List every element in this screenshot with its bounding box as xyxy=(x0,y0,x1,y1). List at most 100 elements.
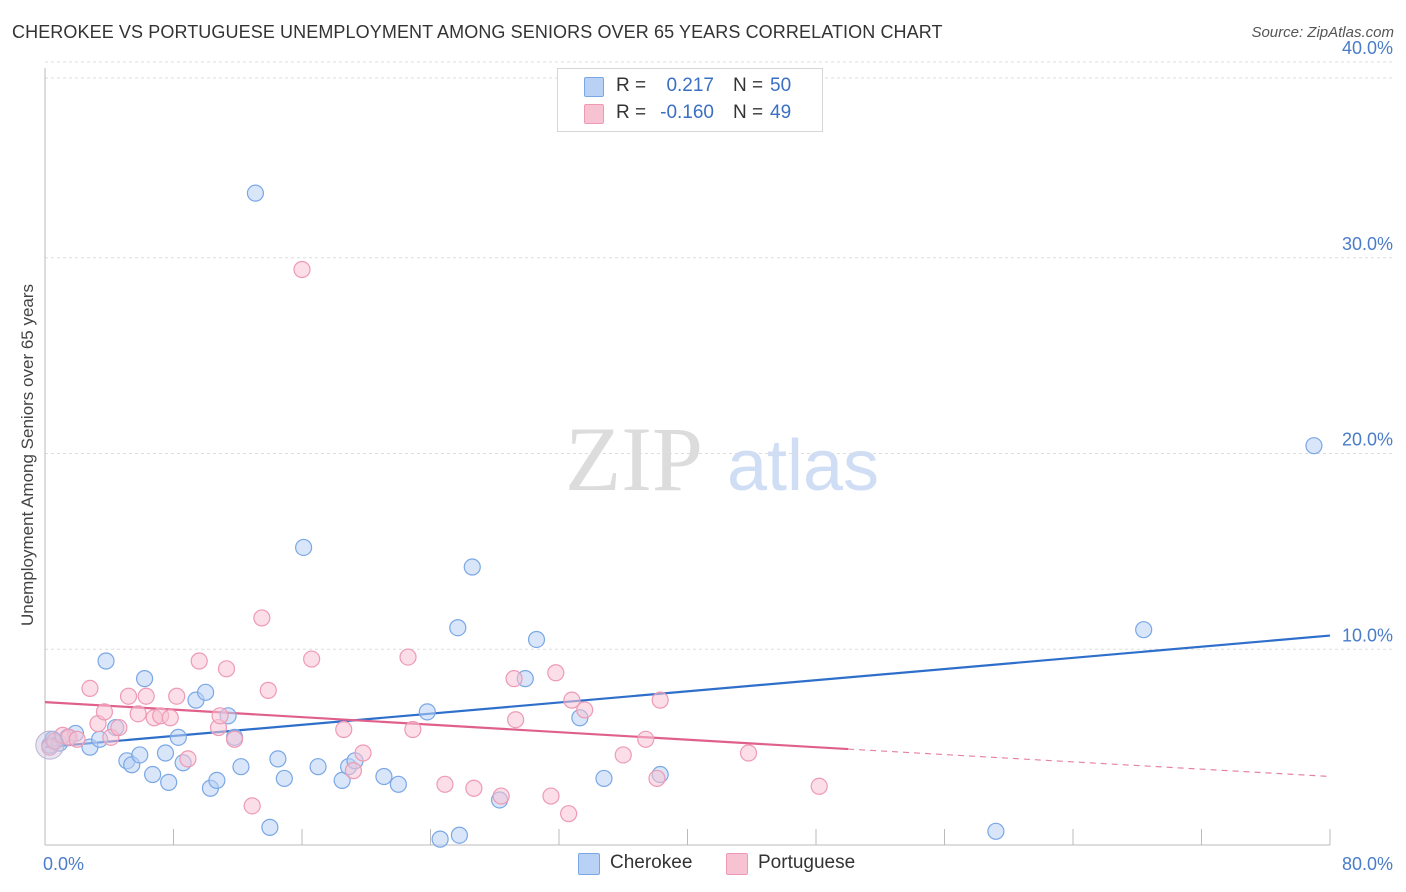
cherokee-point xyxy=(97,652,115,670)
cherokee-point xyxy=(156,744,175,762)
r-label: R = xyxy=(616,102,647,123)
portuguese-point xyxy=(576,701,594,719)
cherokee-swatch xyxy=(584,77,604,97)
portuguese-point xyxy=(436,775,454,793)
portuguese-trend-extension xyxy=(848,748,1331,778)
tick-labels: 10.0% 20.0% 30.0% 40.0% 0.0% 80.0% xyxy=(43,38,1393,874)
cherokee-point xyxy=(527,630,546,649)
portuguese-point xyxy=(303,650,321,668)
cherokee-point xyxy=(208,771,226,790)
overlap-point xyxy=(35,730,65,760)
source-credit: Source: ZipAtlas.com xyxy=(1251,24,1394,41)
cherokee-point xyxy=(389,775,407,793)
portuguese-point xyxy=(344,762,362,780)
portuguese-point xyxy=(637,730,655,748)
portuguese-point xyxy=(95,703,114,721)
cherokee-point xyxy=(232,758,250,776)
axes xyxy=(44,68,1331,846)
cherokee-point xyxy=(449,619,467,637)
r-value: 0.217 xyxy=(666,75,714,96)
cherokee-point xyxy=(269,750,287,768)
watermark-atlas: atlas xyxy=(727,426,879,506)
chart-title: CHEROKEE VS PORTUGUESE UNEMPLOYMENT AMON… xyxy=(12,22,943,42)
portuguese-point xyxy=(68,730,86,748)
cherokee-point xyxy=(246,184,265,202)
data-points xyxy=(35,184,1323,848)
cherokee-point xyxy=(431,830,449,848)
y-tick-label: 10.0% xyxy=(1342,625,1393,645)
y-tick-label: 30.0% xyxy=(1342,234,1393,254)
cherokee-point xyxy=(169,728,187,746)
portuguese-point xyxy=(211,707,229,725)
portuguese-point xyxy=(190,652,208,670)
portuguese-point xyxy=(651,691,669,709)
cherokee-legend-label: Cherokee xyxy=(610,852,693,873)
cherokee-point xyxy=(197,683,215,701)
cherokee-point xyxy=(295,538,313,557)
n-value: 50 xyxy=(770,75,792,96)
portuguese-point xyxy=(560,805,578,823)
cherokee-point xyxy=(1305,437,1323,455)
portuguese-legend-swatch xyxy=(726,853,748,875)
cherokee-point xyxy=(160,773,178,791)
n-label: N = xyxy=(733,75,764,96)
cherokee-point xyxy=(463,558,481,576)
cherokee-point xyxy=(987,822,1005,840)
legend-row-portuguese: R = -0.160 N = 49 xyxy=(558,101,822,127)
portuguese-point xyxy=(119,687,138,705)
cherokee-point xyxy=(375,767,393,786)
trend-lines xyxy=(44,634,1331,778)
portuguese-point xyxy=(465,779,483,797)
cherokee-point xyxy=(261,818,279,836)
cherokee-point xyxy=(131,746,149,764)
portuguese-point xyxy=(110,718,128,737)
portuguese-point xyxy=(129,705,147,723)
portuguese-legend-label: Portuguese xyxy=(758,852,856,873)
portuguese-point xyxy=(563,691,581,709)
cherokee-point xyxy=(309,758,327,776)
portuguese-point xyxy=(81,679,99,698)
cherokee-point xyxy=(418,703,436,721)
cherokee-point xyxy=(595,769,613,788)
y-tick-label: 40.0% xyxy=(1342,38,1393,58)
portuguese-point xyxy=(547,664,565,682)
portuguese-point xyxy=(614,746,632,764)
portuguese-point xyxy=(505,670,523,688)
portuguese-point xyxy=(243,797,261,815)
n-value: 49 xyxy=(770,102,792,123)
cherokee-point xyxy=(275,769,293,788)
watermark-zip: ZIP xyxy=(565,408,703,510)
cherokee-trend-line xyxy=(44,634,1331,749)
portuguese-trend-line xyxy=(44,701,849,751)
gridlines xyxy=(45,61,1392,650)
portuguese-point xyxy=(399,648,417,666)
n-label: N = xyxy=(733,102,764,123)
correlation-legend: R = 0.217 N = 50 R = -0.160 N = 49 xyxy=(557,68,823,132)
portuguese-point xyxy=(542,787,560,805)
portuguese-point xyxy=(179,750,197,768)
cherokee-point xyxy=(144,765,162,784)
portuguese-point xyxy=(217,660,236,678)
portuguese-point xyxy=(404,720,422,739)
portuguese-point xyxy=(137,687,155,705)
cherokee-point xyxy=(135,670,154,688)
portuguese-point xyxy=(739,744,758,762)
portuguese-point xyxy=(259,681,277,699)
portuguese-point xyxy=(507,711,525,729)
portuguese-point xyxy=(168,687,186,705)
portuguese-point xyxy=(810,777,828,795)
cherokee-legend-swatch xyxy=(578,853,600,875)
portuguese-point xyxy=(293,260,311,279)
legend-row-cherokee: R = 0.217 N = 50 xyxy=(558,74,822,100)
x-tick-label: 80.0% xyxy=(1342,854,1393,874)
y-tick-label: 20.0% xyxy=(1342,430,1393,450)
r-value: -0.160 xyxy=(660,102,714,123)
portuguese-point xyxy=(648,769,666,788)
portuguese-swatch xyxy=(584,104,604,124)
portuguese-point xyxy=(253,609,271,627)
portuguese-point xyxy=(225,730,244,748)
x-tick-label: 0.0% xyxy=(43,854,84,874)
portuguese-point xyxy=(161,709,179,727)
cherokee-point xyxy=(450,826,469,844)
